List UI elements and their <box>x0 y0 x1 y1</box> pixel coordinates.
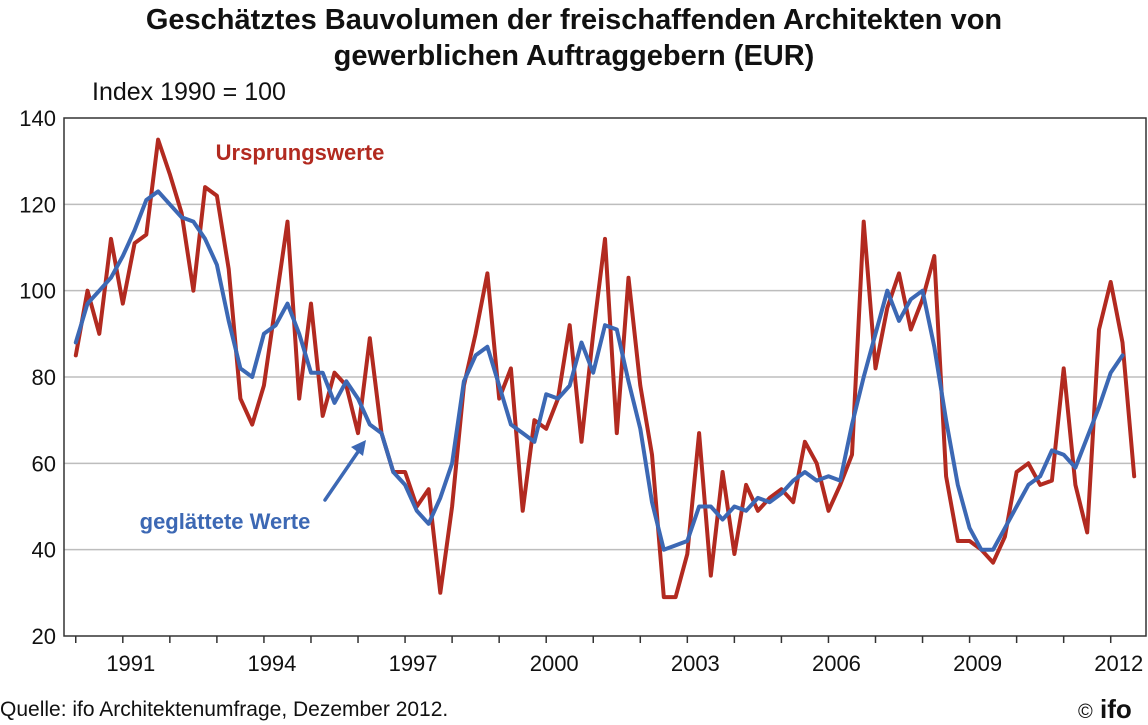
y-tick-label-100: 100 <box>19 279 56 304</box>
x-tick-label-2000: 2000 <box>530 651 579 676</box>
y-tick-label-60: 60 <box>32 451 56 476</box>
y-tick-label-80: 80 <box>32 365 56 390</box>
grid-layer <box>64 203 1146 551</box>
axis-layer: 20 40 60 80 100 120 140 1991 1994 1997 2000 2003 200… <box>19 106 1147 676</box>
series-line-ursprungswerte <box>73 137 1137 600</box>
x-tick-label-2009: 2009 <box>953 651 1002 676</box>
logo-text: ifo <box>1099 694 1132 724</box>
annotation-arrow-shaft <box>323 444 364 502</box>
annotation-layer: Ursprungswerte geglättete Werte <box>140 140 385 534</box>
x-tick-label-2012: 2012 <box>1094 651 1143 676</box>
chart-subtitle: Index 1990 = 100 <box>92 78 286 106</box>
y-tick-label-20: 20 <box>32 624 56 649</box>
chart-title-line2: gewerblichen Auftraggebern (EUR) <box>333 40 815 72</box>
y-tick-label-120: 120 <box>19 192 56 217</box>
y-tick-label-40: 40 <box>32 538 56 563</box>
plot-frame <box>63 117 1147 637</box>
label-geglaettete-werte: geglättete Werte <box>140 509 311 534</box>
chart-title: Geschätztes Bauvolumen der freischaffend… <box>0 2 1148 74</box>
series-line-geglaettete-werte <box>73 189 1125 552</box>
y-tick-label-140: 140 <box>19 106 56 131</box>
series-layer <box>73 137 1137 600</box>
x-tick-label-2003: 2003 <box>671 651 720 676</box>
x-tick-label-1997: 1997 <box>389 651 438 676</box>
x-tick-label-1991: 1991 <box>106 651 155 676</box>
chart-title-line1: Geschätztes Bauvolumen der freischaffend… <box>145 4 1003 36</box>
label-ursprungswerte: Ursprungswerte <box>216 140 385 165</box>
annotation-arrow-head <box>351 440 366 456</box>
x-tick-label-2006: 2006 <box>812 651 861 676</box>
source-note: Quelle: ifo Architektenumfrage, Dezember… <box>0 698 449 721</box>
x-tick-label-1994: 1994 <box>247 651 296 676</box>
copyright-symbol: © <box>1078 701 1093 723</box>
ifo-logo: © ifo <box>1078 694 1132 725</box>
